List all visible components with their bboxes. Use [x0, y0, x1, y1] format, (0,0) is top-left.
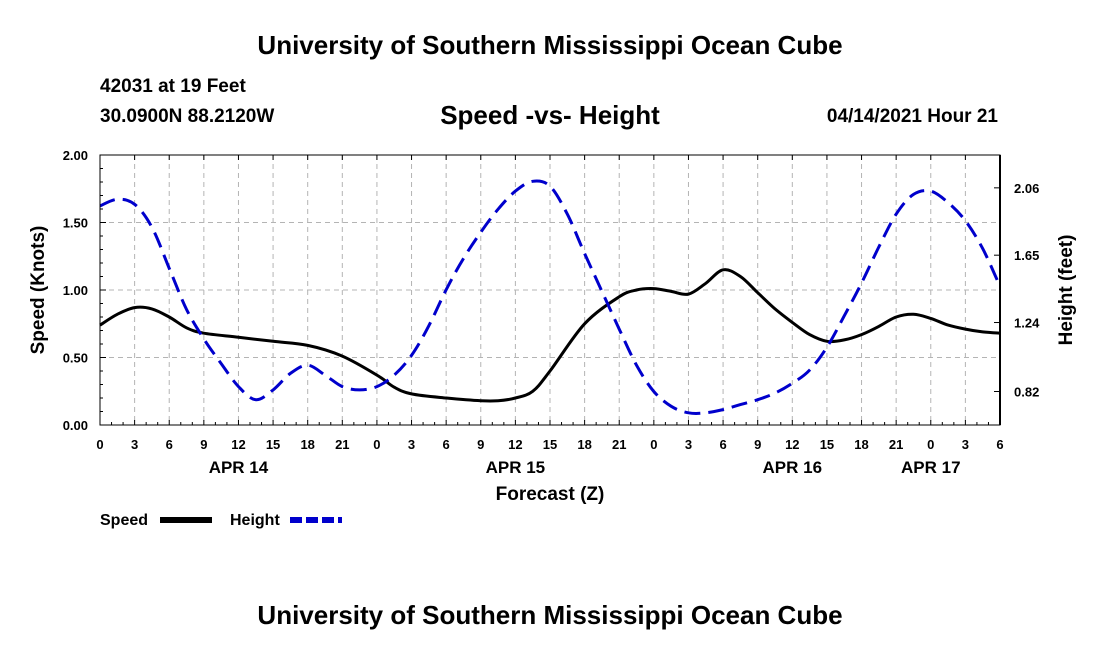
x-tick-label: 15: [820, 437, 834, 452]
x-tick-label: 9: [200, 437, 207, 452]
chart-title: Speed -vs- Height: [440, 100, 660, 130]
x-tick-label: 0: [927, 437, 934, 452]
x-tick-label: 21: [335, 437, 349, 452]
x-tick-label: 6: [443, 437, 450, 452]
x-tick-label: 15: [543, 437, 557, 452]
speed-series-line: [99, 268, 1001, 403]
height-series-line: [99, 179, 1002, 415]
x-tick-label: 6: [996, 437, 1003, 452]
x-tick-label: 0: [373, 437, 380, 452]
date-label: APR 16: [763, 458, 823, 477]
y-tick-label: 1.50: [63, 216, 88, 231]
y-tick-label: 1.00: [63, 283, 88, 298]
y-tick-label: 2.00: [63, 148, 88, 163]
x-tick-label: 3: [962, 437, 969, 452]
y2-tick-label: 1.65: [1014, 248, 1039, 263]
x-tick-label: 3: [131, 437, 138, 452]
series-layer: [99, 179, 1002, 415]
date-label: APR 14: [209, 458, 269, 477]
x-axis-title: Forecast (Z): [496, 484, 605, 505]
grid: [100, 155, 1000, 425]
y-tick-label: 0.00: [63, 418, 88, 433]
x-tick-label: 0: [650, 437, 657, 452]
y2-tick-label: 0.82: [1014, 384, 1039, 399]
legend-label-speed: Speed: [100, 512, 148, 529]
x-tick-label: 21: [612, 437, 626, 452]
legend: Speed Height: [100, 512, 342, 529]
x-tick-label: 3: [685, 437, 692, 452]
date-label: APR 15: [486, 458, 546, 477]
x-tick-label: 6: [719, 437, 726, 452]
y2-tick-label: 1.24: [1014, 316, 1040, 331]
page-title: University of Southern Mississippi Ocean…: [257, 30, 843, 60]
y2-axis-title: Height (feet): [1056, 235, 1077, 346]
y-axis-title: Speed (Knots): [28, 226, 49, 355]
datetime-label: 04/14/2021 Hour 21: [826, 106, 998, 127]
date-label: APR 17: [901, 458, 961, 477]
legend-label-height: Height: [230, 512, 280, 529]
x-tick-label: 12: [231, 437, 245, 452]
x-tick-label: 3: [408, 437, 415, 452]
x-tick-label: 9: [754, 437, 761, 452]
axis-labels: 0 3 6 9 12 15 18 21 0 3 6 9 12 15 18 21 0 3 6 9 12 15 18 21 0 3 6 0…: [63, 148, 1040, 477]
x-tick-label: 12: [785, 437, 799, 452]
x-tick-label: 18: [854, 437, 868, 452]
x-tick-label: 6: [166, 437, 173, 452]
y-tick-label: 0.50: [63, 351, 88, 366]
y2-tick-label: 2.06: [1014, 181, 1039, 196]
x-tick-label: 9: [477, 437, 484, 452]
x-tick-label: 15: [266, 437, 280, 452]
x-tick-label: 18: [577, 437, 591, 452]
station-label: 42031 at 19 Feet: [100, 76, 246, 97]
axis-ticks: [99, 154, 1001, 426]
x-tick-label: 21: [889, 437, 903, 452]
x-tick-label: 18: [300, 437, 314, 452]
footer-title: University of Southern Mississippi Ocean…: [257, 600, 843, 630]
x-tick-label: 12: [508, 437, 522, 452]
coordinates-label: 30.0900N 88.2120W: [100, 106, 275, 127]
x-tick-label: 0: [96, 437, 103, 452]
